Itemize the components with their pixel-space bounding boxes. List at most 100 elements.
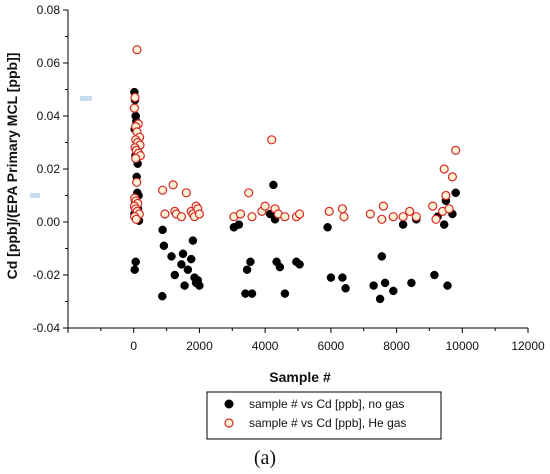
data-point [234, 220, 244, 229]
data-point [323, 223, 332, 232]
data-point [275, 262, 285, 272]
data-point [244, 188, 254, 198]
x-tick-label: 2000 [186, 339, 213, 353]
data-point [260, 201, 270, 211]
data-point [158, 225, 167, 235]
ghost-mark [80, 96, 92, 101]
y-tick-label: 0.00 [37, 215, 61, 229]
data-point [177, 260, 186, 269]
x-tick-label: 0 [130, 339, 137, 353]
data-point [235, 209, 246, 219]
data-point [431, 214, 441, 224]
data-point [441, 190, 451, 201]
data-point [451, 145, 461, 155]
data-point [132, 177, 142, 187]
data-point [295, 260, 304, 269]
y-tick-label: 0.02 [37, 162, 61, 176]
data-point [405, 206, 415, 216]
y-tick-label: -0.02 [33, 268, 61, 282]
data-point [129, 103, 139, 113]
data-point [377, 214, 387, 224]
data-point [188, 236, 198, 245]
data-point [168, 180, 178, 190]
data-point [167, 252, 176, 261]
data-point [131, 214, 141, 224]
legend-box [206, 391, 442, 440]
y-tick-label: 0.08 [37, 3, 61, 17]
y-tick-labels: -0.04 -0.02 0.00 0.02 0.04 0.06 0.08 [33, 3, 61, 335]
data-points [129, 45, 461, 304]
faint-artifacts [30, 96, 92, 198]
data-point [131, 153, 141, 163]
data-point [389, 286, 398, 296]
y-tick-label: -0.04 [33, 321, 61, 335]
data-point [388, 212, 398, 222]
y-tick-label: 0.06 [37, 56, 61, 70]
x-tick-labels: 0 2000 4000 6000 8000 10000 12000 [130, 339, 545, 353]
data-point [451, 188, 460, 198]
data-point [375, 294, 385, 304]
data-point [280, 212, 290, 222]
data-point [447, 172, 457, 182]
data-point [380, 278, 390, 288]
axes [67, 10, 528, 329]
data-point [267, 135, 277, 145]
data-point [398, 212, 408, 222]
figure-caption: (a) [254, 447, 276, 469]
legend-items: sample # vs Cd [ppb], no gas sample # vs … [224, 397, 406, 430]
data-point [430, 270, 439, 280]
legend-label: sample # vs Cd [ppb], He gas [249, 416, 406, 430]
data-point [132, 45, 142, 55]
data-point [269, 180, 278, 190]
data-point [247, 289, 257, 298]
data-point [443, 281, 452, 290]
data-point [339, 212, 349, 222]
data-point [280, 289, 290, 298]
data-point [194, 209, 204, 219]
data-point [186, 254, 196, 264]
data-point [178, 249, 188, 259]
data-point [378, 201, 388, 211]
x-tick-label: 6000 [318, 339, 345, 353]
data-point [295, 209, 305, 219]
data-point [131, 257, 140, 267]
data-point [444, 204, 454, 214]
data-point [398, 220, 408, 229]
x-tick-label: 12000 [511, 339, 545, 353]
data-point [159, 241, 169, 251]
y-axis-title: Cd [ppb]/(EPA Primary MCL [ppb]] [4, 53, 20, 280]
data-point [439, 164, 449, 174]
data-point [195, 281, 204, 290]
data-point [247, 212, 257, 222]
data-point [407, 278, 416, 288]
legend: sample # vs Cd [ppb], no gas sample # vs … [206, 391, 442, 440]
data-point [326, 273, 336, 282]
ghost-mark [30, 193, 40, 198]
legend-marker [224, 399, 234, 409]
data-point [180, 281, 189, 290]
y-tick-label: 0.04 [37, 109, 61, 123]
data-point [439, 220, 449, 229]
legend-label: sample # vs Cd [ppb], no gas [249, 397, 404, 411]
data-point [183, 265, 193, 274]
data-point [411, 212, 421, 222]
x-axis-title: Sample # [269, 369, 331, 385]
data-point [242, 265, 252, 274]
data-point [130, 92, 140, 103]
data-point [365, 209, 375, 219]
data-point [160, 209, 170, 219]
data-point [176, 212, 186, 222]
data-point [170, 270, 180, 280]
tick-marks [63, 9, 529, 333]
data-point [158, 291, 167, 301]
data-point [246, 257, 255, 267]
data-point [338, 273, 347, 282]
data-point [181, 188, 191, 198]
data-point [324, 206, 334, 216]
data-point [130, 265, 139, 274]
data-point [341, 284, 350, 293]
x-tick-label: 10000 [446, 339, 480, 353]
data-point [377, 252, 387, 261]
legend-marker [224, 418, 234, 428]
